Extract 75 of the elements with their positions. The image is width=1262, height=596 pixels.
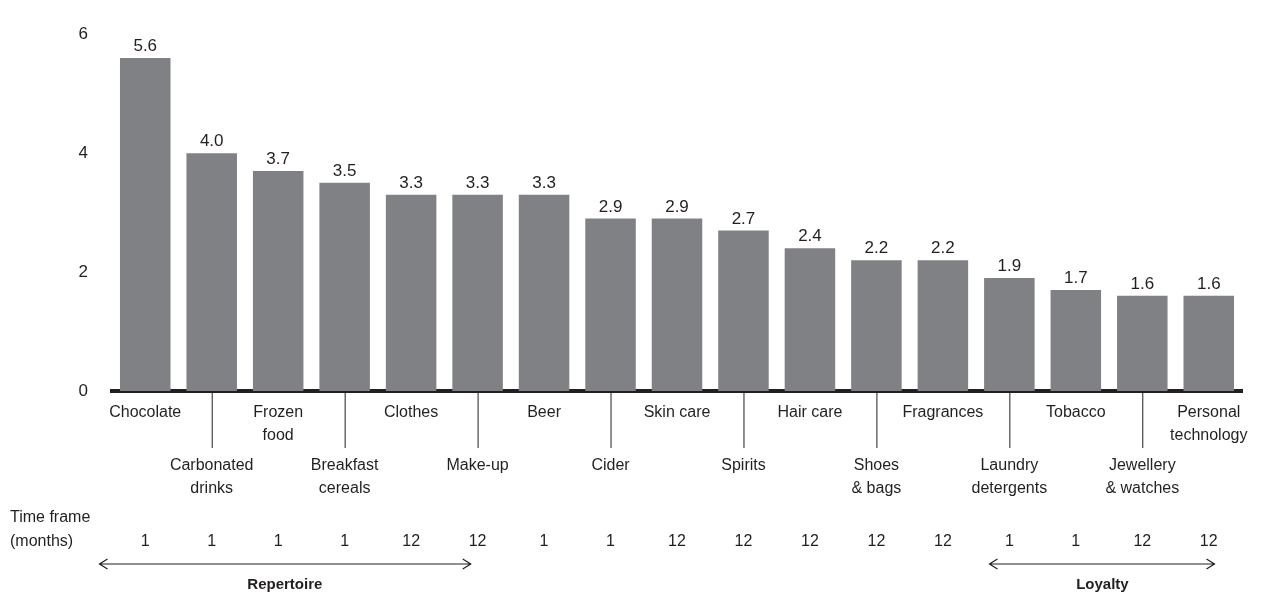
x-tick-label: Spirits [721,456,766,474]
text: 1 [606,532,616,550]
bar [984,278,1035,391]
x-tick-label: Carbonated drinks [169,456,254,497]
data-label: 3.3 [532,172,556,192]
data-label: 3.3 [465,172,490,192]
bar [119,57,171,391]
bar [1183,295,1235,391]
text: 1 [207,532,217,550]
y-tick-label: 6 [78,23,88,43]
text: Repertoire [247,575,323,593]
bar [651,218,703,391]
bar [585,218,636,391]
text: 1 [1004,532,1014,550]
bar [1050,289,1102,391]
text: 1 [140,532,150,550]
text: 1 [273,532,283,550]
bar [1117,295,1168,391]
x-tick-label: Cider [591,456,631,474]
x-tick-label: Tobacco [1046,403,1106,421]
text: 12 [933,532,952,550]
text: 12 [1133,532,1152,550]
text: 12 [867,532,886,550]
data-label: 3.3 [399,172,423,192]
text: 1 [1071,532,1081,550]
x-tick-label: Shoes & bags [851,456,902,497]
bar [452,194,503,391]
bar [186,153,237,391]
data-label: 5.6 [133,36,158,56]
data-label: 2.9 [665,196,689,216]
x-tick-label: Personal technology [1170,403,1248,444]
x-tick-label: Hair care [777,403,843,421]
data-label: 3.5 [332,161,357,181]
text: 12 [668,532,686,550]
x-tick-label: Fragrances [902,403,984,421]
bar [518,194,570,391]
text: 1 [539,532,549,550]
data-label: 2.4 [798,226,822,246]
data-label: 3.7 [266,149,290,169]
y-tick-label: 0 [78,380,88,400]
bar [385,194,437,391]
x-tick-label: Make-up [446,456,509,474]
data-label: 2.2 [931,238,955,258]
x-tick-label: Laundry detergents [971,456,1048,497]
bar [851,260,902,391]
bar [917,260,969,391]
data-label: 1.9 [997,256,1022,276]
data-label: 1.7 [1064,268,1088,288]
data-label: 1.6 [1130,274,1155,294]
x-tick-label: Jewellery & watches [1105,456,1180,497]
text: 12 [1199,532,1218,550]
x-tick-label: Clothes [383,403,439,421]
data-label: 4.0 [199,131,224,151]
x-tick-label: Skin care [643,403,711,421]
y-tick-label: 2 [78,261,88,281]
data-label: 2.7 [731,208,756,228]
text: Time frame (months) [10,508,91,550]
data-label: 2.2 [864,238,889,258]
text: 12 [801,532,819,550]
data-label: 1.6 [1196,274,1221,294]
bar [784,248,836,391]
y-tick-label: 4 [78,142,88,162]
text: Loyalty [1076,575,1130,593]
text: 1 [340,532,350,550]
data-label: 2.9 [598,196,623,216]
x-tick-label: Chocolate [109,403,182,421]
text: 12 [402,532,421,550]
bar [252,170,304,391]
bar [718,230,769,391]
text: 12 [734,532,753,550]
x-tick-label: Breakfast cereals [310,456,379,497]
bar [319,182,370,391]
x-tick-label: Beer [527,403,562,421]
x-tick-label: Frozen food [253,403,304,444]
text: 12 [468,532,487,550]
